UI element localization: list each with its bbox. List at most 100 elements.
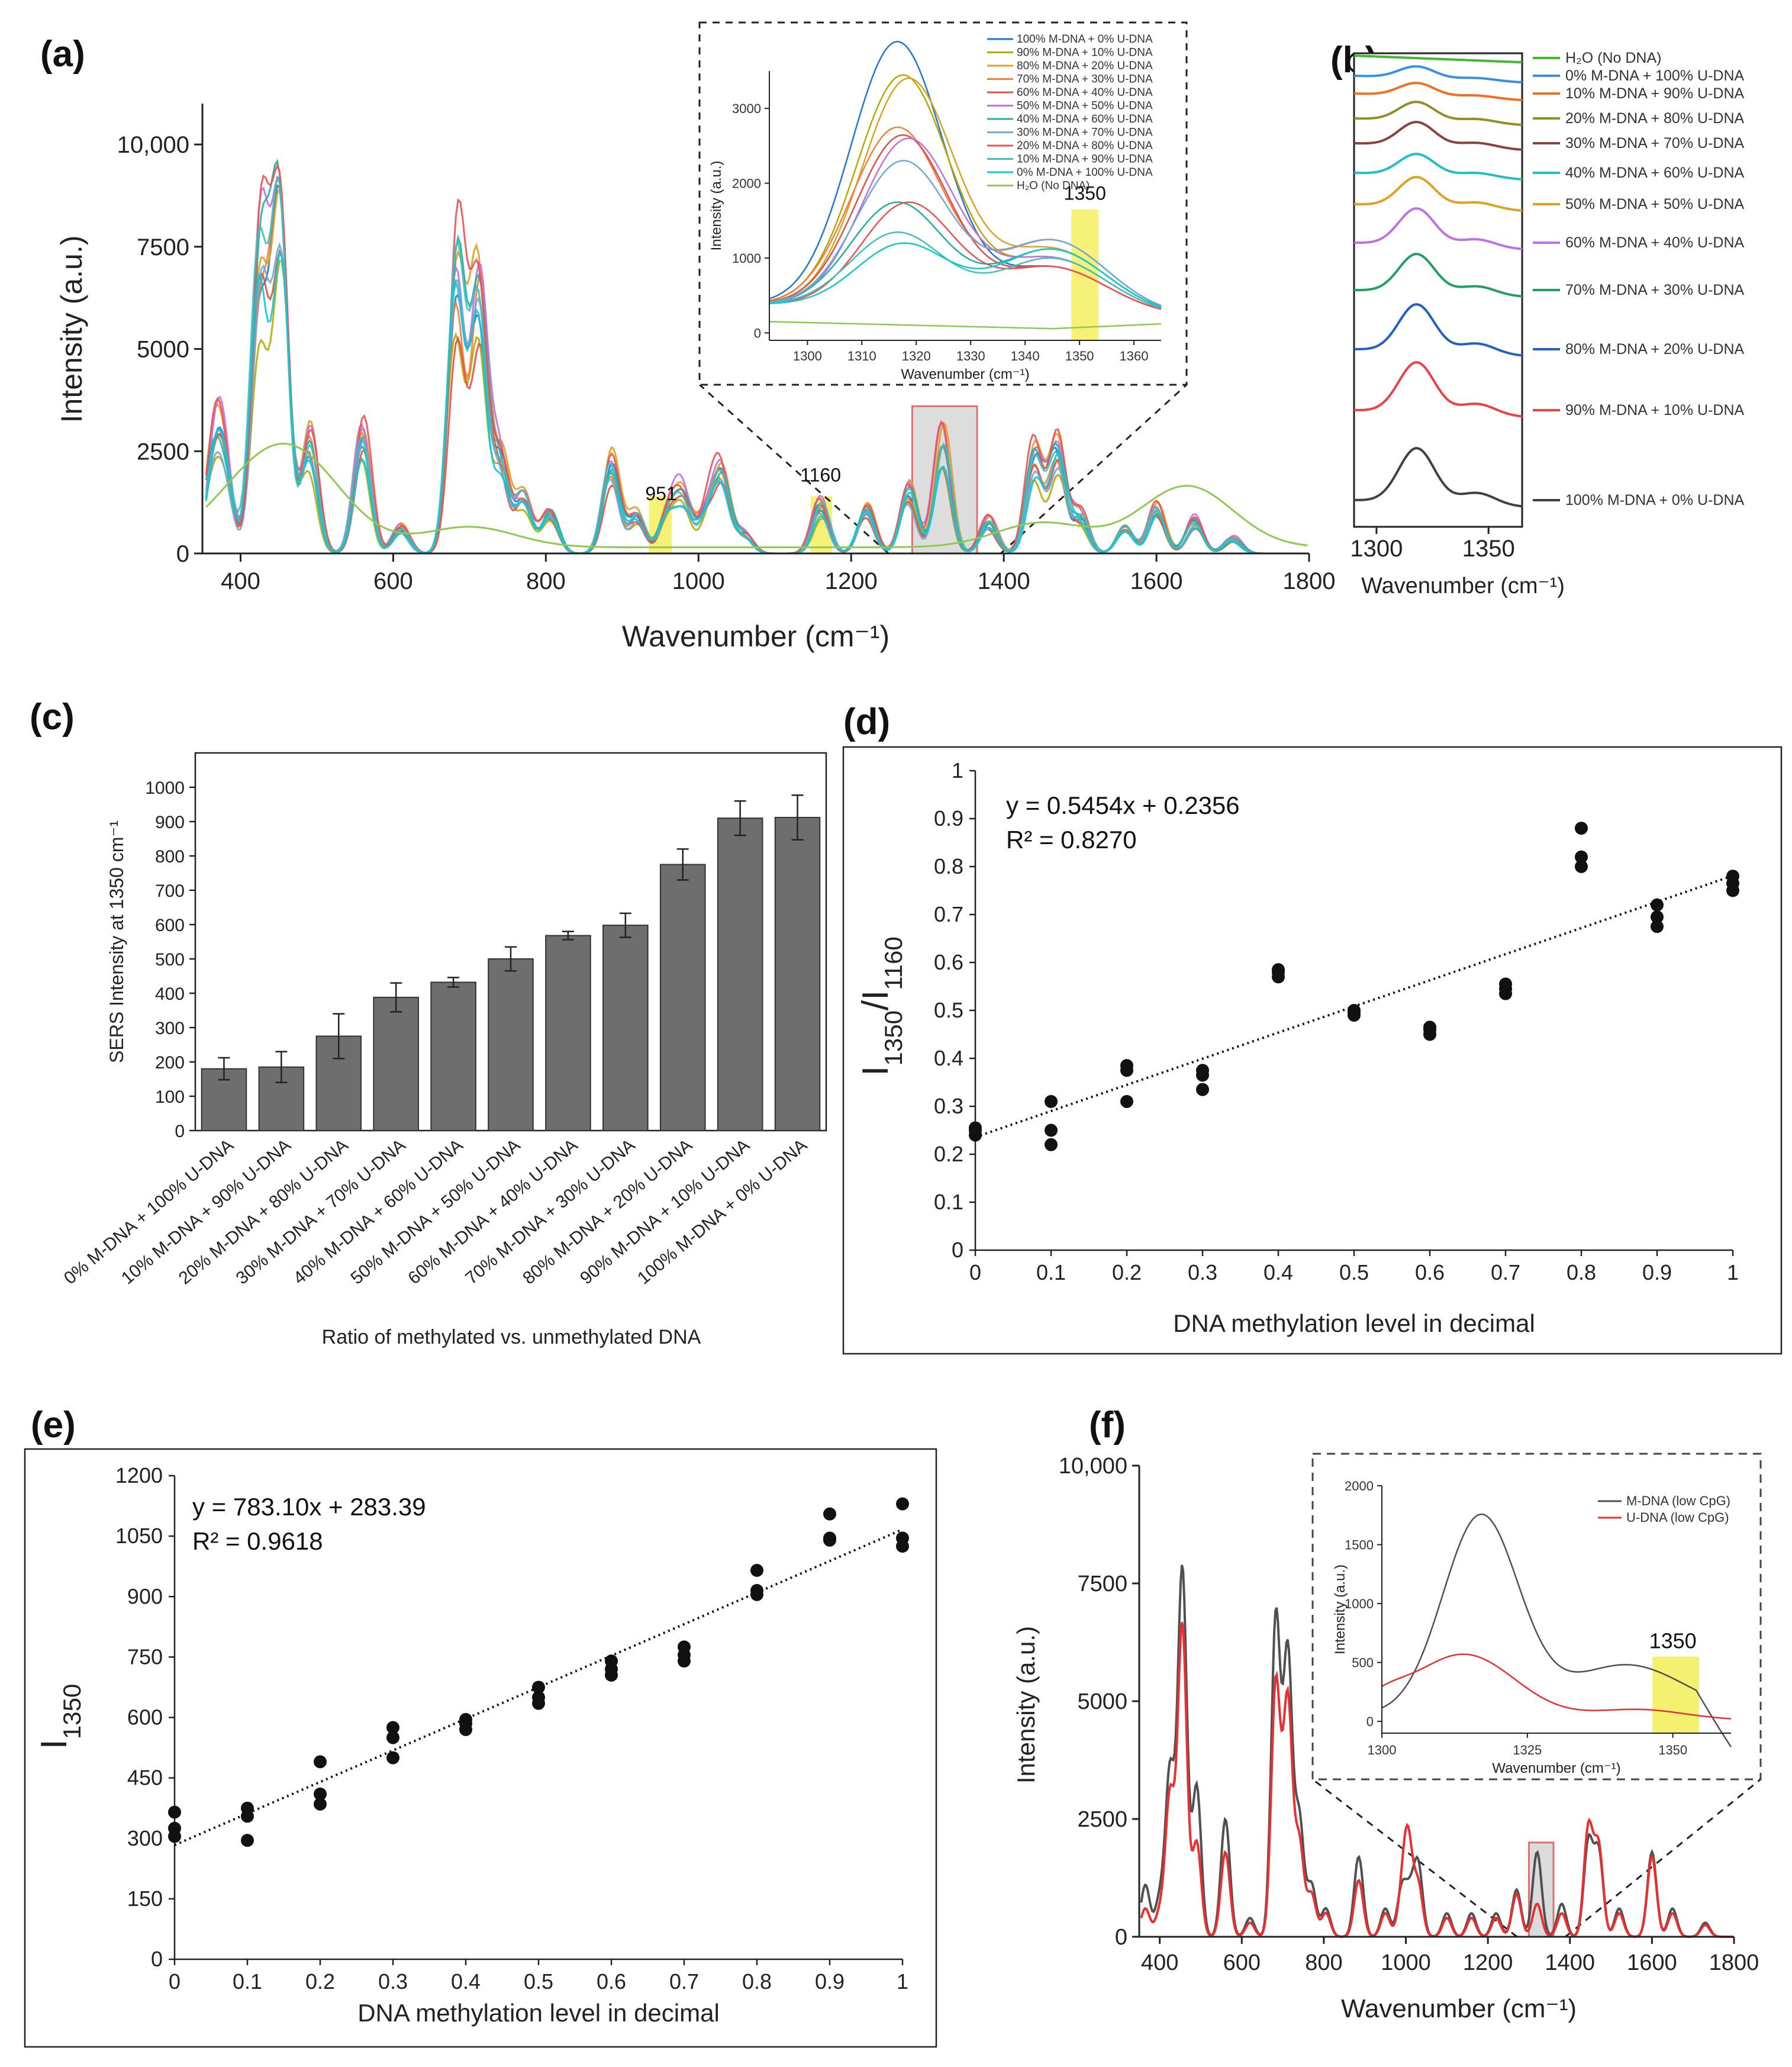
data-point-28 <box>1651 920 1664 933</box>
panel-frame <box>842 746 1783 1355</box>
y-tick-label: 10,000 <box>117 132 189 158</box>
series-line-12 <box>205 442 1308 549</box>
data-point-7 <box>314 1797 327 1811</box>
legend-label-2: 90% M-DNA + 10% U-DNA <box>1017 47 1153 59</box>
data-point-6 <box>1045 1094 1058 1108</box>
y-tick-label: 500 <box>155 950 185 970</box>
data-point-10 <box>1196 1083 1209 1096</box>
y-tick-label: 0.5 <box>934 998 963 1022</box>
x-tick-label: 1400 <box>978 568 1030 594</box>
bar-11 <box>774 817 821 1132</box>
panel-a-spectra: 400 600 800 1000 1200 1400 1600 1800 0 2500 5000 75… <box>55 21 1336 653</box>
inset-y-tick-label: 3000 <box>732 101 761 116</box>
x-tick-label: 1000 <box>672 568 725 594</box>
data-point-29 <box>1651 910 1664 924</box>
y-axis-title: I1350 <box>34 1684 86 1750</box>
data-point-10 <box>386 1751 399 1765</box>
x-tick-label: 1800 <box>1709 1950 1759 1975</box>
y-tick-label: 0.3 <box>934 1094 963 1118</box>
x-tick-label: 0.8 <box>742 1969 772 1994</box>
legend-label-5: 30% M-DNA + 70% U-DNA <box>1565 135 1744 152</box>
panel-label-e: (e) <box>31 1405 76 1445</box>
data-point-6 <box>241 1801 254 1815</box>
y-axis-title-part: I <box>855 1066 896 1076</box>
x-tick-label: 0.1 <box>233 1969 262 1994</box>
x-tick-label: 0.8 <box>1567 1260 1596 1284</box>
legend-label-12: 100% M-DNA + 0% U-DNA <box>1565 492 1744 508</box>
inset-y-tick-label: 1000 <box>1345 1596 1374 1611</box>
x-tick-label: 600 <box>373 568 413 594</box>
inset-x-tick-label: 1310 <box>847 349 876 363</box>
zoom-connector-left <box>1312 1778 1518 1938</box>
data-point-29 <box>823 1531 836 1545</box>
data-point-4 <box>1045 1138 1058 1151</box>
y-tick-label: 0.9 <box>934 806 963 830</box>
y-tick-label: 200 <box>155 1053 185 1073</box>
x-tick-label: 0.2 <box>305 1969 335 1994</box>
legend-label-1: M-DNA (low CpG) <box>1626 1493 1730 1508</box>
data-point-18 <box>1348 1004 1361 1017</box>
bar-6 <box>488 958 534 1131</box>
x-tick-label: 1600 <box>1627 1950 1677 1975</box>
data-point-9 <box>1120 1059 1133 1073</box>
legend-label-10: 10% M-DNA + 90% U-DNA <box>1017 153 1153 166</box>
y-tick-label: 750 <box>127 1644 163 1669</box>
y-tick-label: 1000 <box>145 778 185 798</box>
zoom-connector-left <box>699 384 889 555</box>
panel-f-spectra: 400 600 800 1000 1200 1400 1600 180002500500075… <box>1012 1453 1762 2023</box>
panel-label-a: (a) <box>40 34 85 75</box>
x-tick-label: 0.6 <box>1415 1260 1445 1284</box>
bar-9 <box>659 864 706 1131</box>
y-tick-label: 900 <box>127 1584 163 1608</box>
x-axis-title: Wavenumber (cm⁻¹) <box>1341 1994 1577 2023</box>
bar-5 <box>430 981 476 1131</box>
inset-x-axis-title: Wavenumber (cm⁻¹) <box>1492 1760 1620 1776</box>
legend-label-4: 70% M-DNA + 30% U-DNA <box>1017 73 1153 86</box>
inset-annotation-1350: 1350 <box>1649 1629 1697 1653</box>
y-tick-label: 100 <box>155 1087 185 1107</box>
inset-x-tick-label: 1300 <box>793 349 822 363</box>
legend-label-7: 40% M-DNA + 60% U-DNA <box>1017 113 1153 125</box>
stacked-series-line-6 <box>1353 153 1523 181</box>
inset-y-tick-label: 1000 <box>732 251 761 266</box>
y-tick-label: 0 <box>1115 1925 1127 1950</box>
inset-annotation-1350: 1350 <box>1064 182 1106 204</box>
legend-label-9: 20% M-DNA + 80% U-DNA <box>1017 140 1153 152</box>
x-tick-label: 1 <box>897 1969 908 1994</box>
legend-label-3: 80% M-DNA + 20% U-DNA <box>1017 60 1153 72</box>
bar-4 <box>373 996 419 1131</box>
data-point-7 <box>1120 1094 1133 1108</box>
y-tick-label: 7500 <box>137 234 189 260</box>
y-axis-title-part: 1350 <box>879 1010 907 1065</box>
panel-label-f: (f) <box>1089 1405 1126 1445</box>
y-axis-title-part: 1350 <box>58 1684 86 1739</box>
stacked-series-line-5 <box>1353 121 1523 151</box>
legend-label-4: 20% M-DNA + 80% U-DNA <box>1565 110 1744 127</box>
x-tick-label: 0.7 <box>1491 1260 1520 1284</box>
bar-8 <box>602 925 649 1132</box>
inset-y-axis-title: Intensity (a.u.) <box>708 160 724 250</box>
data-point-24 <box>1499 977 1512 991</box>
x-tick-label: 800 <box>526 568 566 594</box>
stacked-series-line-10 <box>1353 303 1523 357</box>
r-squared: R² = 0.8270 <box>1006 826 1137 854</box>
data-point-26 <box>1575 850 1588 864</box>
x-axis-title: Wavenumber (cm⁻¹) <box>622 620 889 653</box>
data-point-24 <box>678 1640 691 1654</box>
legend-label-9: 70% M-DNA + 30% U-DNA <box>1565 282 1744 298</box>
y-tick-label: 1200 <box>115 1463 163 1488</box>
data-point-33 <box>1726 870 1739 883</box>
inset-series-line-u-dna <box>1381 1653 1732 1720</box>
x-tick-label: 1800 <box>1283 568 1336 594</box>
bar-10 <box>717 817 763 1131</box>
x-tick-label: 1200 <box>1463 1950 1513 1975</box>
x-tick-label: 1300 <box>1350 536 1403 562</box>
annotation-1160: 1160 <box>800 464 841 485</box>
data-point-8 <box>314 1787 327 1801</box>
inset-x-tick-label: 1340 <box>1011 349 1040 363</box>
y-axis-title-part: / <box>855 1000 896 1010</box>
legend-label-8: 60% M-DNA + 40% U-DNA <box>1565 234 1744 251</box>
legend-label-2: U-DNA (low CpG) <box>1626 1510 1729 1525</box>
